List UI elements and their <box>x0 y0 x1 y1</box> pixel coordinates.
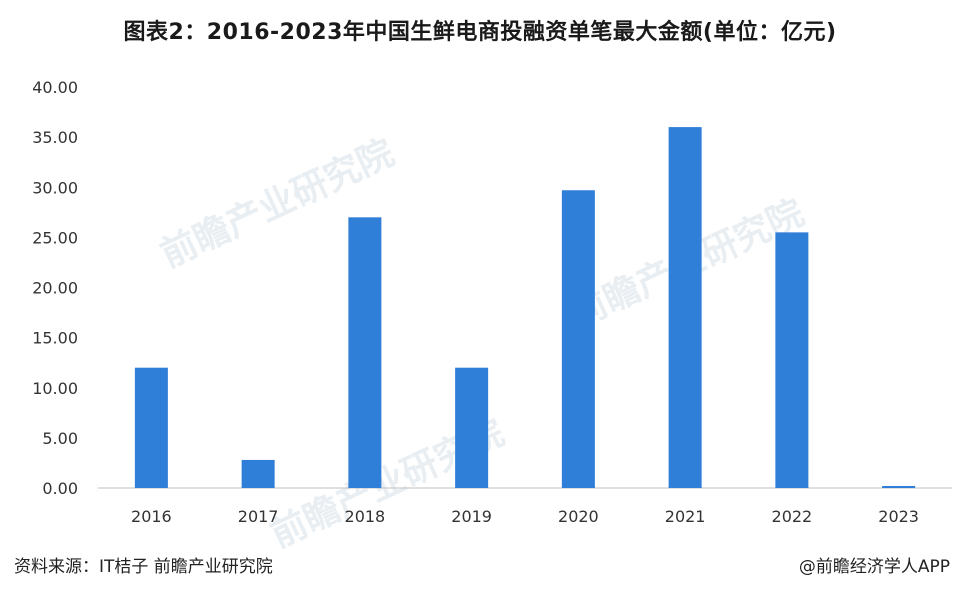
brand-note: @前瞻经济学人APP <box>798 557 950 577</box>
y-tick-label: 20.00 <box>32 279 78 298</box>
bar-2019 <box>455 367 489 488</box>
bar-2016 <box>134 367 168 488</box>
x-tick-label: 2016 <box>131 507 172 526</box>
chart-title: 图表2：2016-2023年中国生鲜电商投融资单笔最大金额(单位：亿元) <box>123 20 837 45</box>
y-tick-label: 35.00 <box>32 128 78 147</box>
bar-2023 <box>882 485 916 488</box>
bar-2022 <box>775 232 809 488</box>
y-tick-label: 10.00 <box>32 379 78 398</box>
y-tick-label: 15.00 <box>32 329 78 348</box>
bar-2020 <box>561 190 595 488</box>
y-tick-label: 25.00 <box>32 228 78 247</box>
x-tick-label: 2022 <box>772 507 813 526</box>
source-note: 资料来源：IT桔子 前瞻产业研究院 <box>14 557 273 577</box>
y-tick-label: 40.00 <box>32 78 78 97</box>
x-tick-label: 2020 <box>558 507 599 526</box>
y-tick-label: 5.00 <box>42 429 78 448</box>
x-tick-label: 2023 <box>878 507 919 526</box>
bar-2017 <box>241 459 275 488</box>
x-tick-label: 2018 <box>345 507 386 526</box>
x-tick-label: 2017 <box>238 507 279 526</box>
x-tick-label: 2019 <box>451 507 492 526</box>
y-tick-label: 0.00 <box>42 479 78 498</box>
bar-2021 <box>668 127 702 488</box>
x-tick-label: 2021 <box>665 507 706 526</box>
y-tick-label: 30.00 <box>32 178 78 197</box>
bar-2018 <box>348 217 382 488</box>
